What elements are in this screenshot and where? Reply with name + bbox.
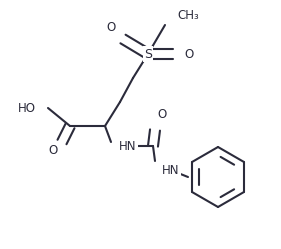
Text: HN: HN [119,139,137,152]
Text: O: O [157,108,167,121]
Text: O: O [184,48,194,61]
Text: HO: HO [18,102,36,115]
Text: S: S [144,48,152,61]
Text: HN: HN [162,165,180,178]
Text: O: O [48,144,58,158]
Text: O: O [106,20,115,34]
Text: CH₃: CH₃ [177,8,199,21]
